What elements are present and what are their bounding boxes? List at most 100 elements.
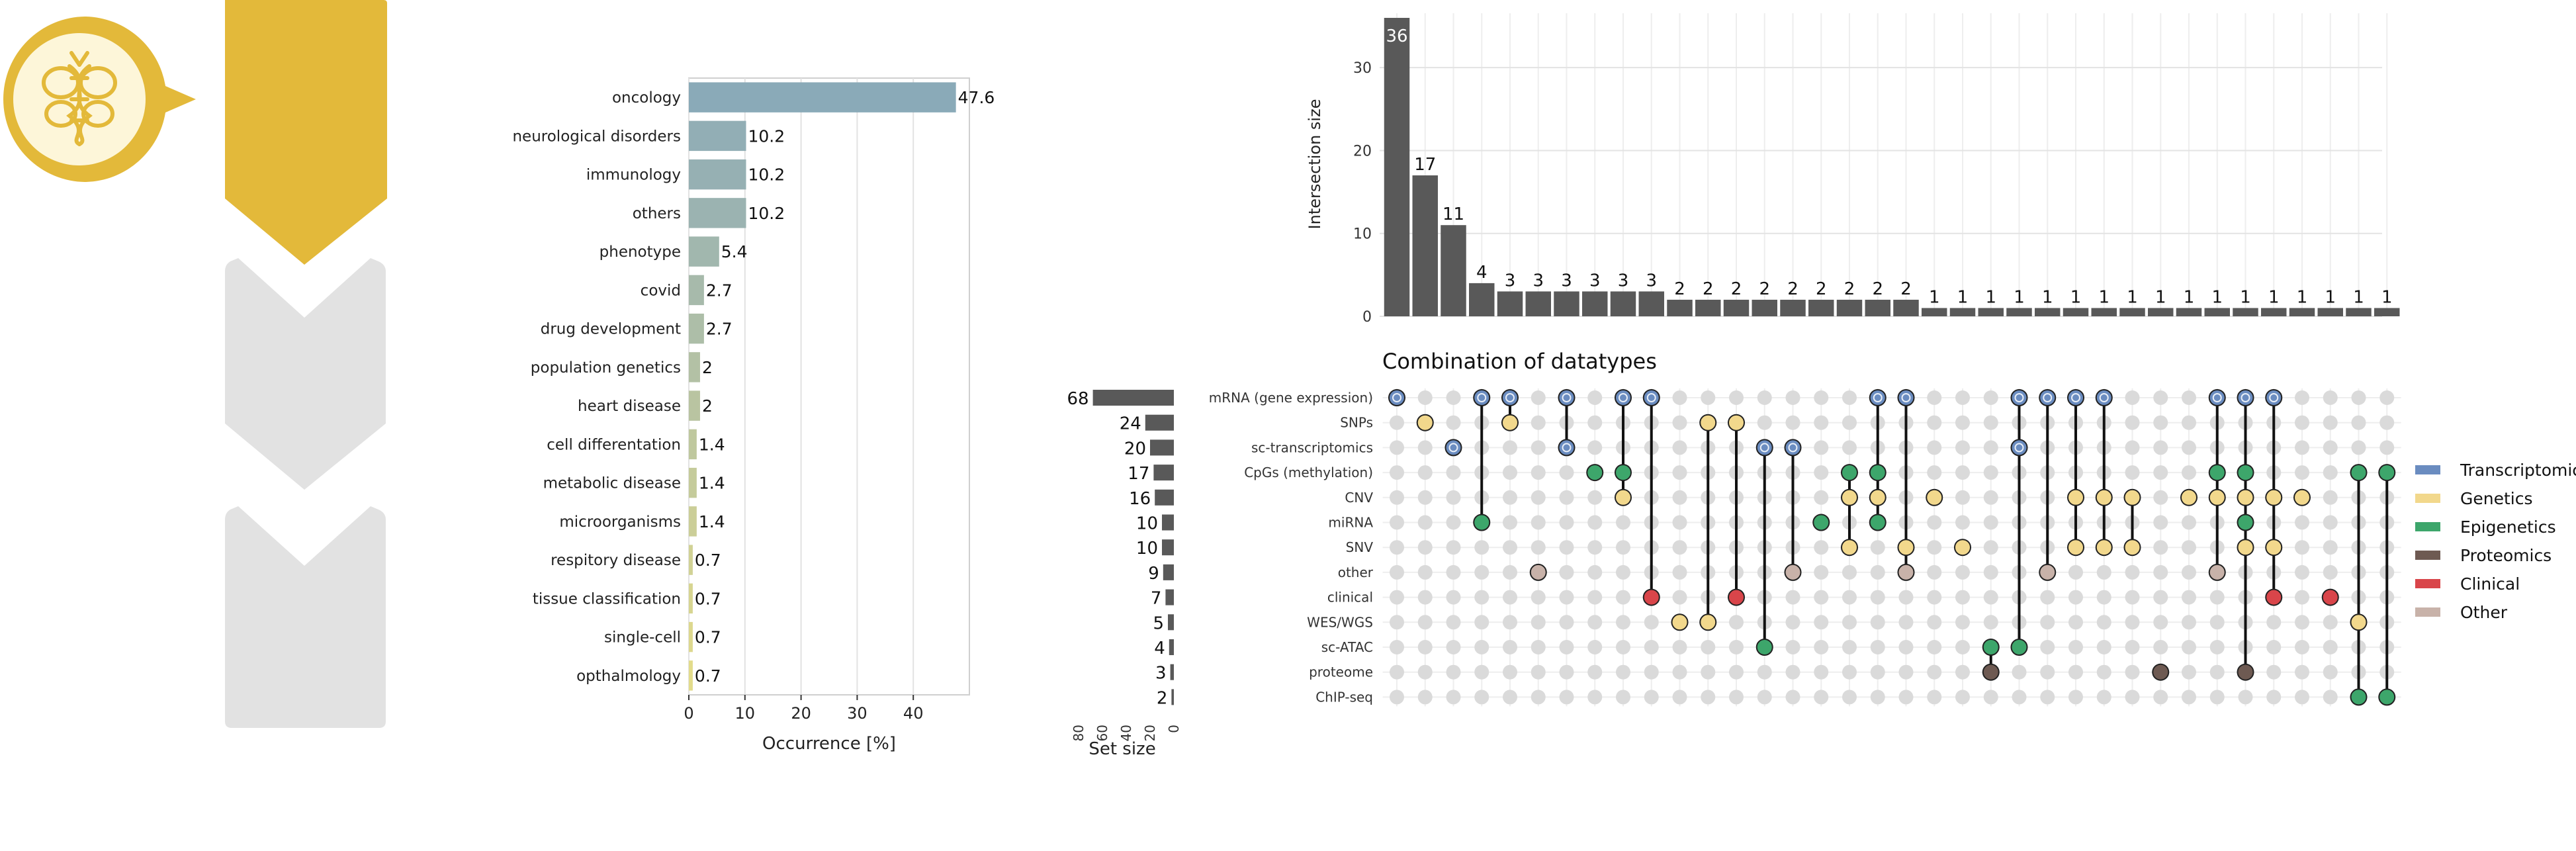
- intersection-bar-27: [2148, 308, 2174, 316]
- matrix-empty-dot: [1587, 440, 1603, 455]
- set-size-value-label: 24: [1120, 414, 1141, 434]
- intersection-value-label: 3: [1618, 271, 1629, 291]
- set-label: sc-ATAC: [1321, 639, 1373, 655]
- set-label: miRNA: [1328, 515, 1373, 531]
- intersection-bar-14: [1780, 299, 1806, 316]
- matrix-empty-dot: [1842, 564, 1857, 580]
- matrix-dot-ring: [1448, 443, 1458, 453]
- bar-value-label: 10.2: [748, 126, 785, 146]
- matrix-empty-dot: [2266, 664, 2282, 680]
- set-size-bar-9: [1168, 614, 1174, 631]
- intersection-value-label: 3: [1505, 271, 1516, 291]
- matrix-dot-ring: [2269, 393, 2279, 402]
- matrix-empty-dot: [1559, 664, 1574, 680]
- matrix-empty-dot: [1644, 664, 1659, 680]
- bar-category-label: tissue classification: [533, 590, 681, 607]
- matrix-empty-dot: [2295, 640, 2309, 654]
- matrix-empty-dot: [1503, 640, 1517, 654]
- matrix-empty-dot: [1927, 515, 1942, 530]
- intersection-bar-12: [1723, 299, 1750, 316]
- matrix-empty-dot: [2295, 664, 2309, 680]
- matrix-filled-dot: [1954, 539, 1971, 557]
- matrix-empty-dot: [2323, 540, 2338, 555]
- matrix-empty-dot: [1898, 664, 1914, 680]
- matrix-empty-dot: [1503, 440, 1517, 455]
- matrix-filled-dot: [1897, 389, 1915, 406]
- intersection-value-label: 2: [1759, 279, 1770, 299]
- intersection-bar-1: [1412, 175, 1438, 316]
- set-size-value-label: 10: [1136, 539, 1158, 559]
- intersection-bar-18: [1893, 299, 1919, 316]
- legend-swatch-clinical: [2415, 579, 2440, 588]
- matrix-filled-dot: [1444, 439, 1462, 457]
- bar-x-axis-title: Occurrence [%]: [762, 734, 896, 754]
- bar-value-label: 1.4: [699, 474, 725, 493]
- matrix-empty-dot: [1446, 390, 1461, 405]
- intersection-bar-34: [2346, 308, 2372, 316]
- matrix-dot-ring: [1505, 393, 1515, 402]
- matrix-empty-dot: [1587, 490, 1603, 505]
- matrix-empty-dot: [1417, 590, 1433, 605]
- intersection-bar-7: [1582, 291, 1608, 316]
- matrix-filled-dot: [1699, 613, 1717, 631]
- matrix-empty-dot: [1531, 640, 1546, 654]
- matrix-empty-dot: [2295, 590, 2309, 605]
- matrix-empty-dot: [2153, 465, 2168, 480]
- set-size-bar-4: [1155, 489, 1174, 506]
- matrix-filled-dot: [1841, 539, 1858, 557]
- matrix-empty-dot: [1587, 590, 1603, 605]
- matrix-empty-dot: [1870, 615, 1885, 630]
- matrix-empty-dot: [1644, 640, 1659, 654]
- matrix-dot-ring: [1646, 393, 1656, 402]
- matrix-empty-dot: [1474, 640, 1489, 654]
- matrix-empty-dot: [1701, 640, 1716, 654]
- matrix-empty-dot: [2153, 690, 2168, 705]
- matrix-filled-dot: [2039, 563, 2057, 581]
- set-size-bar-12: [1171, 689, 1174, 705]
- matrix-filled-dot: [1728, 588, 1745, 606]
- matrix-filled-dot: [2237, 514, 2254, 531]
- matrix-empty-dot: [1390, 415, 1404, 430]
- intersection-bar-25: [2091, 308, 2117, 316]
- matrix-empty-dot: [1955, 690, 1970, 705]
- matrix-filled-dot: [1501, 414, 1519, 431]
- intersection-value-label: 4: [1476, 263, 1488, 283]
- matrix-empty-dot: [2153, 590, 2168, 605]
- matrix-filled-dot: [1926, 488, 1943, 506]
- intersection-bar-28: [2176, 308, 2202, 316]
- matrix-empty-dot: [2209, 590, 2225, 605]
- step-chevron-2[interactable]: [225, 258, 386, 490]
- step-chevron-3[interactable]: [225, 506, 386, 728]
- matrix-empty-dot: [2125, 465, 2140, 480]
- matrix-empty-dot: [1955, 465, 1970, 480]
- matrix-filled-dot: [1982, 639, 2000, 656]
- intersection-value-label: 1: [2155, 287, 2166, 307]
- bar-12: [689, 545, 693, 575]
- matrix-filled-dot: [2237, 464, 2254, 482]
- step-chevron-active[interactable]: [225, 0, 387, 265]
- set-size-value-label: 16: [1129, 489, 1151, 509]
- matrix-empty-dot: [2040, 664, 2055, 680]
- matrix-empty-dot: [1616, 640, 1630, 654]
- set-size-value-label: 20: [1124, 439, 1146, 459]
- matrix-empty-dot: [1531, 415, 1546, 430]
- matrix-empty-dot: [1842, 390, 1857, 405]
- matrix-filled-dot: [2123, 488, 2141, 506]
- matrix-empty-dot: [1503, 515, 1517, 530]
- matrix-filled-dot: [1755, 439, 1773, 457]
- matrix-empty-dot: [2209, 690, 2225, 705]
- matrix-dot-ring: [1619, 393, 1628, 402]
- matrix-filled-dot: [2378, 464, 2396, 482]
- matrix-empty-dot: [1417, 490, 1433, 505]
- matrix-empty-dot: [1644, 690, 1659, 705]
- matrix-empty-dot: [1446, 690, 1461, 705]
- bar-category-label: oncology: [612, 89, 681, 107]
- matrix-empty-dot: [1503, 590, 1517, 605]
- set-size-axis-title: Set size: [1088, 739, 1155, 759]
- intersection-bar-33: [2317, 308, 2343, 316]
- matrix-empty-dot: [1531, 615, 1546, 630]
- matrix-empty-dot: [1531, 590, 1546, 605]
- matrix-empty-dot: [1701, 690, 1716, 705]
- matrix-filled-dot: [2010, 639, 2028, 656]
- intersection-bar-6: [1554, 291, 1579, 316]
